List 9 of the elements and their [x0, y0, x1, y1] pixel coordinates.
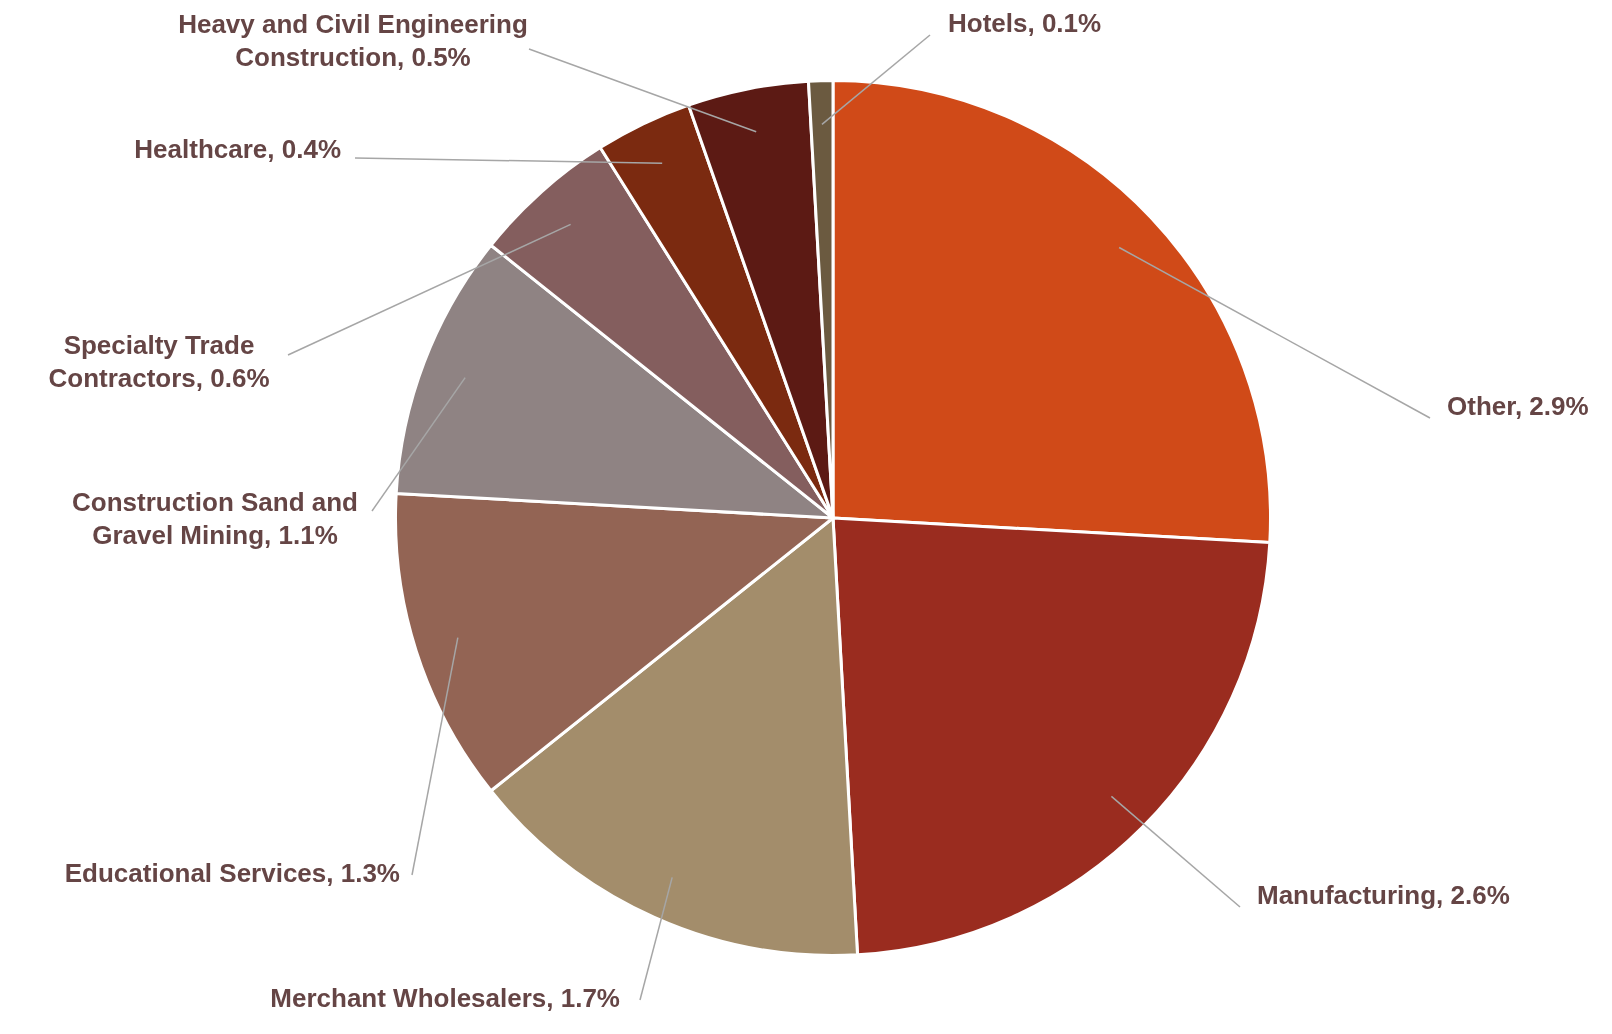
slice-label: Other, 2.9%: [1447, 391, 1589, 422]
slice-label: Merchant Wholesalers, 1.7%: [270, 983, 620, 1014]
slice-label: Hotels, 0.1%: [948, 8, 1102, 39]
slice-label: Manufacturing, 2.6%: [1257, 880, 1510, 911]
slice-label: Construction Sand and Gravel Mining, 1.1%: [72, 487, 358, 551]
slice-label: Heavy and Civil Engineering Construction, 0.5%: [178, 9, 528, 73]
slice-label: Educational Services, 1.3%: [64, 858, 400, 889]
slice-label: Specialty Trade Contractors, 0.6%: [48, 330, 270, 394]
slice-label: Healthcare, 0.4%: [134, 134, 341, 165]
